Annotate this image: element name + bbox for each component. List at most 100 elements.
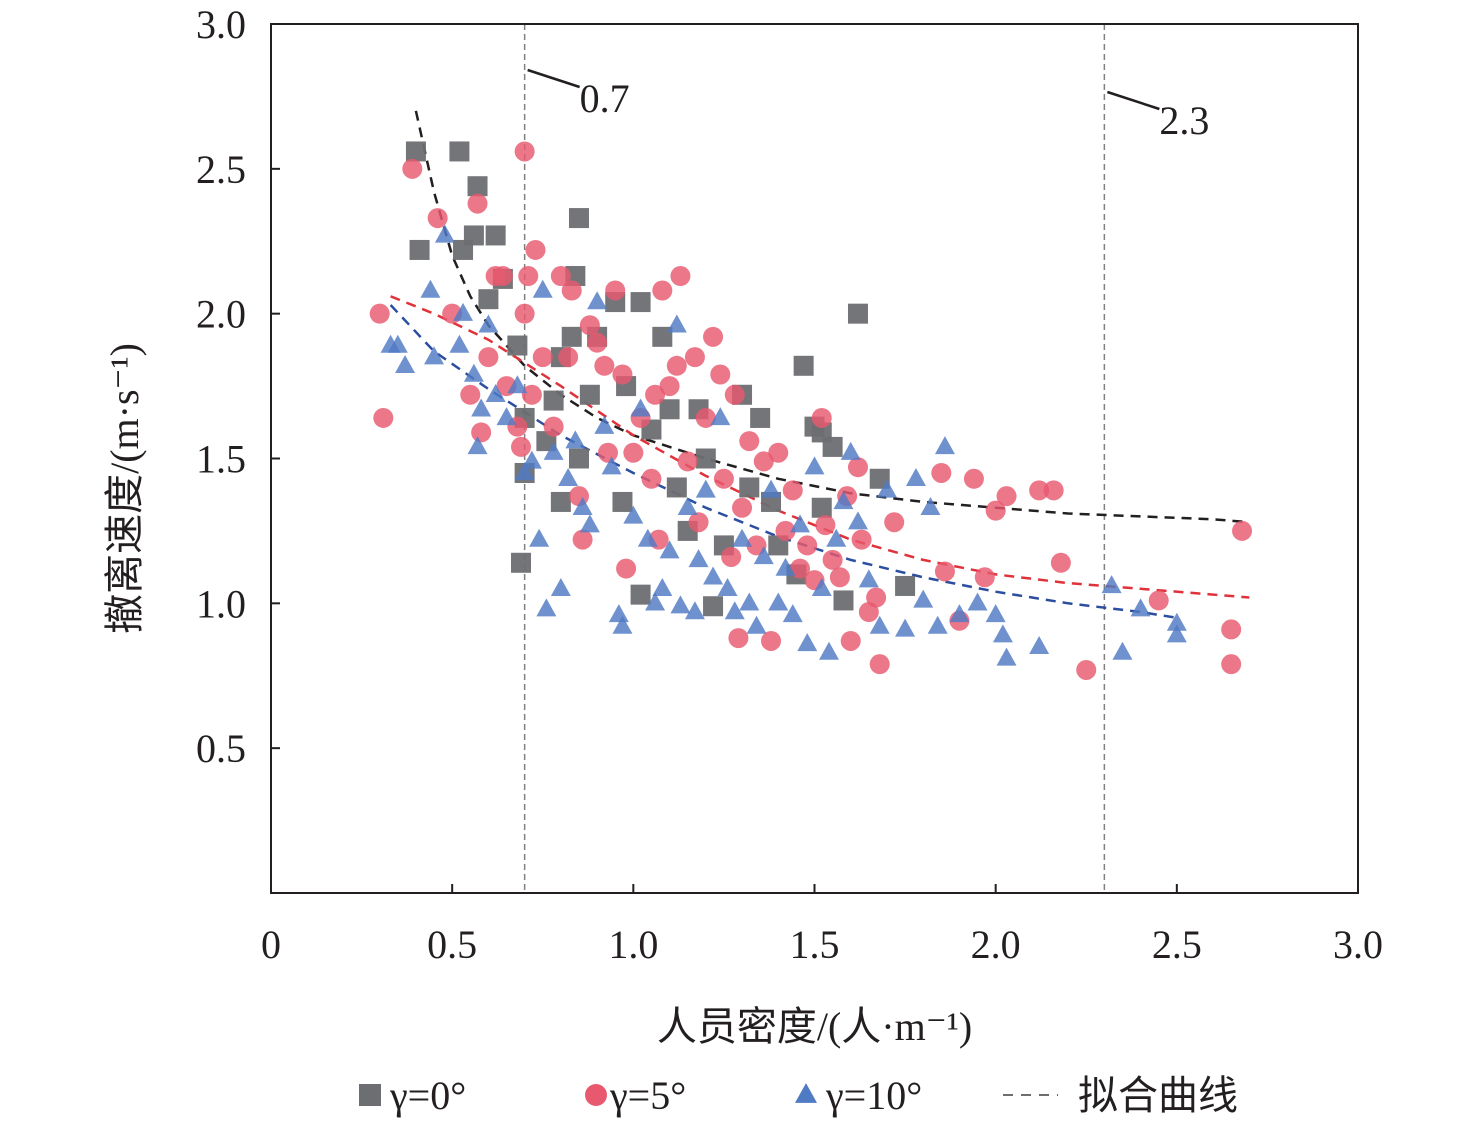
point-triangle	[543, 441, 564, 460]
point-circle	[652, 280, 673, 301]
y-tick-label: 2.0	[196, 292, 246, 337]
point-circle	[605, 280, 626, 301]
point-triangle	[840, 441, 861, 460]
point-triangle	[996, 647, 1017, 666]
point-triangle	[753, 546, 774, 565]
point-circle	[869, 654, 890, 675]
point-circle	[684, 347, 705, 368]
point-square	[405, 141, 426, 162]
point-circle	[645, 384, 666, 405]
point-triangle	[1166, 624, 1187, 643]
vline-annotations: 0.7 2.3	[527, 68, 1209, 143]
point-circle	[558, 347, 579, 368]
point-triangle	[724, 601, 745, 620]
point-square	[463, 225, 484, 246]
point-square	[478, 289, 499, 310]
point-circle	[761, 630, 782, 651]
point-circle	[713, 468, 734, 489]
point-triangle	[695, 479, 716, 498]
point-triangle	[949, 604, 970, 623]
point-square	[449, 141, 470, 162]
point-triangle	[790, 514, 811, 533]
point-triangle	[927, 615, 948, 634]
point-triangle	[703, 566, 724, 585]
point-circle	[739, 431, 760, 452]
point-triangle	[768, 592, 789, 611]
point-triangle	[471, 398, 492, 417]
point-circle	[561, 280, 582, 301]
point-triangle	[895, 618, 916, 637]
point-circle	[797, 535, 818, 556]
point-circle	[1050, 552, 1071, 573]
point-triangle	[453, 302, 474, 321]
y-tick-label: 3.0	[196, 2, 246, 47]
point-triangle	[811, 578, 832, 597]
legend-label: 拟合曲线	[1078, 1073, 1238, 1118]
point-circle	[815, 515, 836, 536]
point-triangle	[985, 604, 1006, 623]
point-triangle	[612, 615, 633, 634]
point-circle	[518, 266, 539, 287]
point-circle	[511, 436, 532, 457]
point-circle	[532, 347, 553, 368]
point-square	[666, 477, 687, 498]
point-triangle	[869, 615, 890, 634]
point-triangle	[507, 375, 528, 394]
y-tick-label: 1.5	[196, 437, 246, 482]
point-triangle	[732, 528, 753, 547]
point-circle	[996, 486, 1017, 507]
point-circle	[616, 558, 637, 579]
point-circle	[521, 384, 542, 405]
point-square	[568, 448, 589, 469]
point-triangle	[463, 363, 484, 382]
point-triangle	[717, 578, 738, 597]
point-square	[550, 491, 571, 512]
point-square	[511, 552, 532, 573]
point-triangle	[630, 398, 651, 417]
fit-curve	[389, 304, 1177, 620]
point-circle	[597, 442, 618, 463]
x-axis-title: 人员密度/(人·m⁻¹)	[657, 1004, 972, 1049]
point-circle	[1232, 520, 1253, 541]
point-triangle	[659, 540, 680, 559]
point-triangle	[536, 598, 557, 617]
point-circle	[427, 208, 448, 229]
point-triangle	[688, 549, 709, 568]
point-square	[630, 584, 651, 605]
point-triangle	[521, 450, 542, 469]
point-triangle	[847, 511, 868, 530]
point-square	[703, 596, 724, 617]
point-square	[579, 384, 600, 405]
point-square	[847, 303, 868, 324]
point-circle	[594, 355, 615, 376]
point-circle	[471, 422, 492, 443]
series-triangle	[380, 224, 1187, 666]
point-triangle	[594, 415, 615, 434]
point-circle	[1221, 654, 1242, 675]
point-triangle	[1130, 598, 1151, 617]
point-triangle	[1101, 575, 1122, 594]
point-circle	[963, 468, 984, 489]
point-triangle	[395, 355, 416, 374]
point-circle	[1221, 619, 1242, 640]
x-tick-label: 1.0	[608, 922, 658, 967]
point-square	[811, 497, 832, 518]
point-square	[895, 575, 916, 596]
point-circle	[478, 347, 499, 368]
legend-label: γ=10°	[825, 1073, 922, 1118]
point-triangle	[782, 604, 803, 623]
vline-label-2.3: 2.3	[1159, 98, 1209, 143]
point-circle	[460, 384, 481, 405]
point-square	[822, 436, 843, 457]
point-triangle	[710, 407, 731, 426]
legend-item: γ=0°	[359, 1073, 466, 1118]
point-circle	[934, 561, 955, 582]
legend-symbol-triangle	[795, 1083, 817, 1103]
legend-item: γ=10°	[795, 1073, 922, 1118]
fit-curve	[390, 295, 1250, 599]
point-circle	[985, 500, 1006, 521]
point-circle	[811, 407, 832, 428]
point-triangle	[485, 383, 506, 402]
point-triangle	[826, 528, 847, 547]
